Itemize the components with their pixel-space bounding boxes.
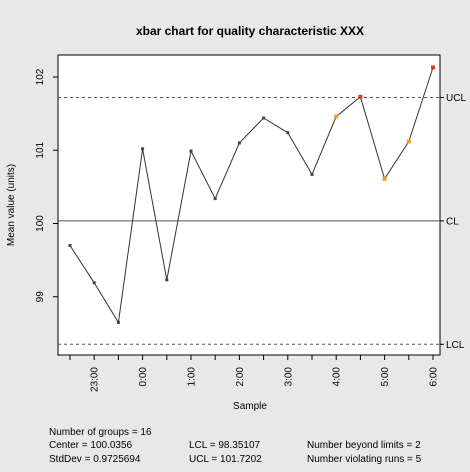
- x-tick-label: 1:00: [187, 367, 198, 387]
- y-tick-label: 102: [35, 68, 46, 85]
- data-point-normal: [262, 116, 266, 120]
- data-point-normal: [286, 131, 290, 135]
- data-point-beyond: [358, 94, 363, 99]
- data-point-violating: [382, 176, 387, 181]
- y-tick-label: 99: [35, 291, 46, 303]
- limit-label-ucl: UCL: [446, 93, 466, 104]
- data-point-normal: [68, 243, 72, 247]
- x-tick-label: 2:00: [235, 367, 246, 387]
- data-point-normal: [213, 197, 217, 201]
- data-point-normal: [165, 278, 169, 282]
- data-point-normal: [237, 141, 241, 145]
- x-tick-label: 0:00: [138, 367, 149, 387]
- limit-label-cl: CL: [446, 216, 459, 227]
- data-point-normal: [116, 320, 120, 324]
- data-point-normal: [92, 281, 96, 285]
- data-point-violating: [406, 139, 411, 144]
- sample-means-series: [68, 65, 435, 324]
- x-axis-label: Sample: [233, 401, 267, 412]
- y-axis: 99 100 101 102: [35, 68, 58, 302]
- data-point-normal: [189, 149, 193, 153]
- x-tick-label: 3:00: [283, 367, 294, 387]
- x-axis: 23:00 0:00 1:00 2:00 3:00 4:00 5:00 6:00: [69, 355, 440, 392]
- series-line: [69, 67, 434, 324]
- x-tick-label: 4:00: [332, 367, 343, 387]
- limit-label-lcl: LCL: [446, 340, 465, 351]
- y-tick-label: 100: [35, 215, 46, 232]
- plot-area: [57, 54, 441, 356]
- x-tick-label: 5:00: [380, 367, 391, 387]
- data-point-violating: [334, 114, 339, 119]
- chart-title: xbar chart for quality characteristic XX…: [136, 24, 364, 38]
- data-point-normal: [310, 172, 314, 176]
- x-tick-label: 23:00: [90, 367, 101, 392]
- x-tick-label: 6:00: [429, 367, 440, 387]
- data-point-beyond: [431, 65, 435, 70]
- y-axis-label: Mean value (units): [6, 164, 17, 246]
- y-tick-label: 101: [35, 141, 46, 158]
- data-point-normal: [141, 147, 145, 151]
- control-limits: UCL CL LCL: [58, 93, 466, 351]
